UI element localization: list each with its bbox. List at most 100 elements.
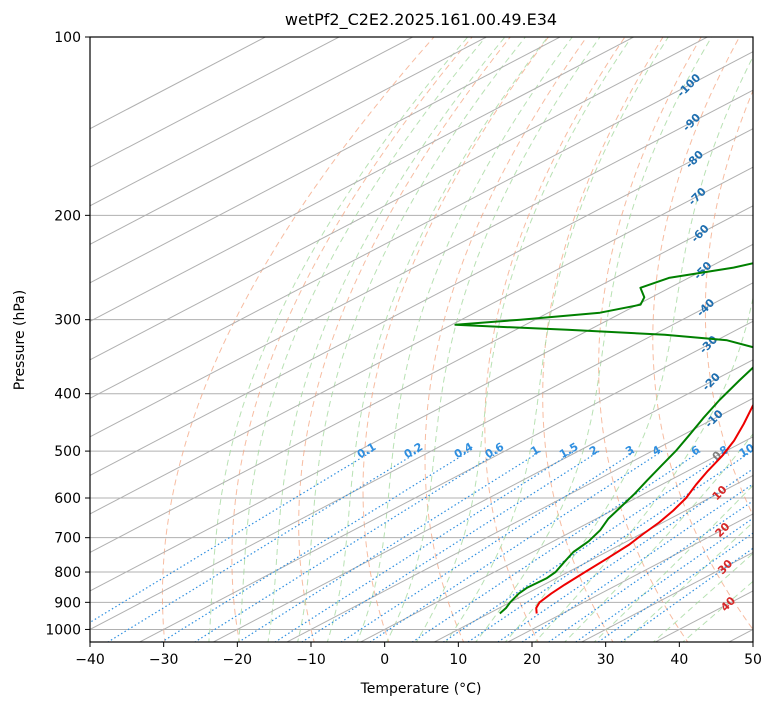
mixing-ratio-line (497, 468, 753, 642)
mixing-ratio-line (521, 483, 753, 642)
chart-title: wetPf2_C2E2.2025.161.00.49.E34 (285, 10, 557, 30)
dry-adiabat-line (161, 37, 435, 642)
moist-adiabats (208, 37, 753, 642)
x-tick-label: 50 (744, 652, 762, 668)
isotherm-line (654, 590, 753, 642)
x-tick-label: −20 (223, 652, 253, 668)
isotherm-line (90, 166, 753, 515)
moist-adiabat-line (475, 37, 713, 642)
isotherm-label: 30 (715, 557, 735, 577)
isotherm-line (285, 397, 753, 642)
isotherm-label: -40 (694, 296, 717, 319)
y-tick-label: 800 (54, 565, 81, 581)
mixing-ratio-line (467, 450, 753, 642)
moist-adiabat-line (386, 37, 601, 642)
isotherm-label: -30 (697, 333, 720, 356)
dry-adiabat-line (756, 24, 775, 645)
moist-adiabat-line (563, 433, 753, 642)
x-tick-label: 40 (670, 652, 688, 668)
x-tick-label: −10 (296, 652, 326, 668)
mixing-ratio-line (442, 450, 730, 642)
moist-adiabat-line (297, 37, 526, 642)
moist-adiabat-line (445, 37, 669, 642)
y-tick-label: 600 (54, 491, 81, 507)
isotherm-line (90, 37, 635, 322)
moist-adiabat-line (267, 37, 506, 642)
mixing-ratio-line (340, 450, 636, 642)
moist-adiabat-line (326, 37, 549, 642)
y-axis-label: Pressure (hPa) (12, 290, 28, 390)
mixing-ratio-label: 0.4 (452, 440, 476, 461)
x-tick-label: −40 (75, 652, 105, 668)
mixing-ratio-label: 0.1 (355, 440, 378, 461)
isotherm-line (359, 436, 753, 642)
dry-adiabat-line (231, 37, 473, 642)
dry-adiabats (161, 24, 775, 645)
y-tick-label: 1000 (45, 622, 81, 638)
mixing-ratio-line (193, 450, 501, 642)
dry-adiabat-line (298, 37, 511, 642)
y-tick-label: 700 (54, 531, 81, 547)
isotherm-line (90, 37, 341, 168)
x-tick-label: 10 (449, 652, 467, 668)
dewpoint-profile (454, 262, 753, 615)
dry-adiabat-line (598, 37, 702, 642)
isotherm-label: -70 (686, 185, 709, 208)
mixing-ratio-line (160, 450, 470, 642)
temperature-profile (535, 403, 753, 614)
isotherm-label: -10 (702, 407, 725, 430)
x-tick-label: 30 (597, 652, 615, 668)
dry-adiabat-line (424, 37, 588, 642)
isotherm-label: -80 (683, 148, 706, 171)
isotherm-line (90, 37, 267, 130)
isotherm-grid (90, 37, 753, 642)
isotherm-label: -20 (700, 370, 723, 393)
isotherm-line (90, 37, 414, 207)
y-tick-label: 100 (54, 30, 81, 46)
dry-adiabat-line (704, 89, 753, 517)
mixing-ratio-line (106, 450, 420, 642)
dry-adiabat-line (484, 37, 626, 642)
mixing-ratio-label: 0.2 (402, 440, 425, 461)
isotherm-line (506, 513, 753, 642)
y-tick-label: 300 (54, 313, 81, 329)
mixing-ratio-label: 6 (689, 443, 702, 458)
isotherm-line (727, 628, 753, 642)
isotherm-line (90, 205, 753, 553)
plot-frame (89, 36, 754, 643)
mixing-ratio-label: 4 (650, 443, 663, 458)
moist-adiabat-line (623, 521, 753, 642)
moist-adiabat-line (593, 484, 753, 642)
dry-adiabat-line (362, 37, 550, 642)
x-tick-label: 20 (523, 652, 541, 668)
x-axis: −40 −30 −20 −10 0 10 20 30 40 50 (75, 642, 762, 668)
isotherm-line (90, 37, 562, 284)
isotherm-line (90, 37, 488, 245)
mixing-ratio-line (369, 450, 663, 642)
isotherm-label: -90 (680, 111, 703, 134)
mixing-ratio-line (237, 450, 542, 642)
isotherm-line (90, 37, 709, 361)
x-axis-label: Temperature (°C) (360, 681, 482, 697)
mixing-ratio-label: 0.6 (483, 440, 507, 461)
isotherm-line (90, 89, 753, 438)
y-tick-label: 500 (54, 444, 81, 460)
isotherm-line (212, 359, 753, 642)
isotherm-label: -100 (675, 71, 704, 100)
mixing-ratio-label: 10 (737, 441, 757, 460)
moist-adiabat-line (237, 37, 487, 642)
isotherm-line (90, 282, 753, 631)
moist-adiabat-line (682, 580, 753, 642)
isotherm-line (433, 474, 753, 642)
y-axis: 100 200 300 400 500 600 700 800 900 1000 (45, 30, 90, 638)
mixing-ratio-line (574, 517, 753, 642)
dry-adiabat-line (652, 37, 753, 631)
y-tick-label: 400 (54, 387, 81, 403)
isotherm-line (90, 51, 753, 399)
mixing-ratio-label: 1.5 (557, 440, 580, 461)
isotherm-label: -60 (689, 222, 712, 245)
mixing-ratio-lines (90, 450, 753, 642)
x-tick-label: 0 (380, 652, 389, 668)
moist-adiabat-line (208, 37, 469, 642)
